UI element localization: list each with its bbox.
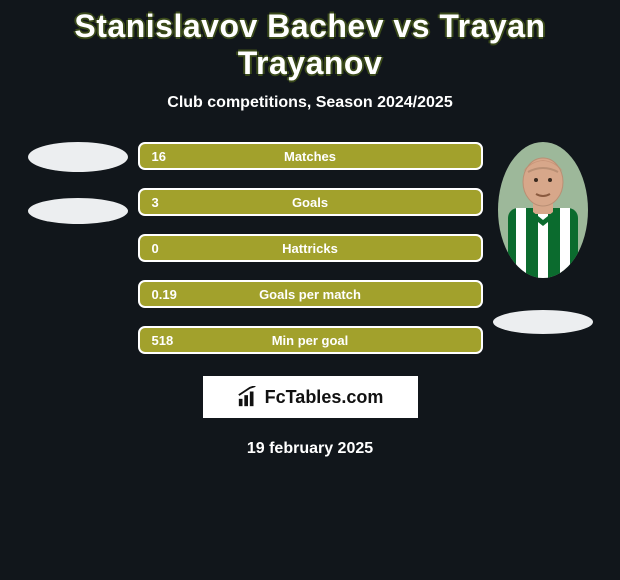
player-avatar-art — [498, 142, 588, 278]
brand-text: FcTables.com — [265, 387, 384, 408]
player-right-name-placeholder — [493, 310, 593, 334]
stat-label: Min per goal — [140, 333, 481, 348]
player-left-avatar-placeholder — [28, 142, 128, 172]
stat-value: 0 — [152, 241, 159, 256]
stat-row-hattricks: 0 Hattricks — [138, 234, 483, 262]
stat-value: 16 — [152, 149, 166, 164]
player-right-avatar — [498, 142, 588, 278]
stat-label: Matches — [140, 149, 481, 164]
player-left-name-placeholder — [28, 198, 128, 224]
stat-value: 518 — [152, 333, 174, 348]
player-right-column — [483, 142, 603, 334]
brand-badge: FcTables.com — [203, 376, 418, 418]
stat-label: Goals per match — [140, 287, 481, 302]
stat-label: Goals — [140, 195, 481, 210]
comparison-panel: 16 Matches 3 Goals 0 Hattricks 0.19 Goal… — [0, 142, 620, 354]
player-left-column — [18, 142, 138, 224]
stat-label: Hattricks — [140, 241, 481, 256]
stat-row-matches: 16 Matches — [138, 142, 483, 170]
stat-value: 0.19 — [152, 287, 177, 302]
stat-row-goals-per-match: 0.19 Goals per match — [138, 280, 483, 308]
page-title: Stanislavov Bachev vs Trayan Trayanov — [0, 8, 620, 82]
date-label: 19 february 2025 — [247, 440, 373, 458]
stat-row-goals: 3 Goals — [138, 188, 483, 216]
stat-value: 3 — [152, 195, 159, 210]
stat-row-min-per-goal: 518 Min per goal — [138, 326, 483, 354]
bars-icon — [237, 386, 259, 408]
stats-column: 16 Matches 3 Goals 0 Hattricks 0.19 Goal… — [138, 142, 483, 354]
page-subtitle: Club competitions, Season 2024/2025 — [167, 94, 452, 112]
